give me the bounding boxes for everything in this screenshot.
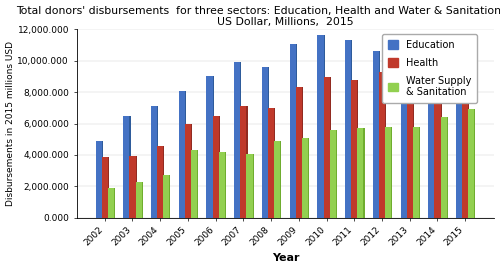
Bar bbox=[130, 156, 136, 218]
Bar bbox=[96, 141, 103, 218]
Bar bbox=[179, 91, 185, 218]
Bar bbox=[470, 109, 476, 218]
Bar bbox=[186, 124, 192, 218]
Bar bbox=[296, 87, 302, 218]
Bar bbox=[302, 138, 308, 218]
Bar bbox=[464, 34, 469, 218]
Bar bbox=[246, 154, 252, 218]
Bar bbox=[240, 106, 246, 218]
Bar bbox=[191, 150, 197, 218]
Bar bbox=[351, 80, 358, 218]
Bar bbox=[151, 106, 157, 218]
Bar bbox=[386, 128, 392, 218]
Bar bbox=[373, 51, 379, 218]
Bar bbox=[158, 146, 164, 218]
Bar bbox=[413, 128, 419, 218]
Bar bbox=[152, 106, 158, 218]
Bar bbox=[274, 141, 280, 218]
Bar bbox=[406, 44, 413, 218]
Bar bbox=[358, 128, 364, 218]
Bar bbox=[248, 154, 254, 218]
Bar bbox=[218, 152, 225, 218]
Bar bbox=[408, 44, 414, 218]
Bar bbox=[180, 91, 186, 218]
Bar bbox=[442, 117, 448, 218]
Bar bbox=[136, 182, 142, 218]
Bar bbox=[262, 67, 268, 218]
Bar bbox=[330, 130, 337, 218]
Bar bbox=[268, 108, 274, 218]
Bar bbox=[297, 87, 303, 218]
Bar bbox=[102, 157, 108, 218]
Bar bbox=[468, 109, 474, 218]
Bar bbox=[346, 40, 352, 218]
Bar bbox=[164, 175, 170, 218]
Title: Total donors' disbursements  for three sectors: Education, Health and Water & Sa: Total donors' disbursements for three se… bbox=[16, 6, 500, 27]
Bar bbox=[400, 51, 406, 218]
Bar bbox=[136, 182, 141, 218]
Bar bbox=[185, 124, 191, 218]
Bar bbox=[291, 44, 297, 218]
Bar bbox=[402, 51, 408, 218]
Bar bbox=[358, 128, 364, 218]
Bar bbox=[163, 175, 170, 218]
Bar bbox=[234, 62, 240, 218]
Bar bbox=[290, 44, 296, 218]
Bar bbox=[379, 72, 385, 218]
Bar bbox=[456, 44, 462, 218]
Y-axis label: Disbursements in 2015 millions USD: Disbursements in 2015 millions USD bbox=[6, 41, 15, 206]
Bar bbox=[212, 116, 218, 218]
Bar bbox=[269, 108, 276, 218]
Bar bbox=[220, 152, 226, 218]
Bar bbox=[109, 188, 115, 218]
Bar bbox=[124, 116, 130, 218]
Bar bbox=[430, 44, 436, 218]
Bar bbox=[414, 128, 420, 218]
Bar bbox=[385, 128, 391, 218]
X-axis label: Year: Year bbox=[272, 253, 299, 263]
Bar bbox=[303, 138, 309, 218]
Bar bbox=[124, 116, 130, 218]
Bar bbox=[242, 106, 248, 218]
Bar bbox=[457, 44, 464, 218]
Bar bbox=[206, 76, 212, 218]
Bar bbox=[324, 77, 330, 218]
Bar bbox=[208, 76, 214, 218]
Bar bbox=[462, 34, 468, 218]
Bar bbox=[157, 146, 163, 218]
Bar bbox=[108, 188, 114, 218]
Bar bbox=[214, 116, 220, 218]
Bar bbox=[374, 51, 380, 218]
Bar bbox=[330, 130, 336, 218]
Bar bbox=[192, 150, 198, 218]
Bar bbox=[428, 44, 434, 218]
Bar bbox=[263, 67, 269, 218]
Bar bbox=[318, 35, 324, 218]
Bar bbox=[96, 141, 102, 218]
Bar bbox=[236, 62, 242, 218]
Bar bbox=[103, 157, 109, 218]
Bar bbox=[318, 35, 324, 218]
Bar bbox=[436, 54, 442, 218]
Bar bbox=[345, 40, 351, 218]
Bar bbox=[434, 54, 440, 218]
Bar bbox=[324, 77, 330, 218]
Legend: Education, Health, Water Supply
& Sanitation: Education, Health, Water Supply & Sanita… bbox=[382, 34, 477, 103]
Bar bbox=[130, 156, 136, 218]
Bar bbox=[352, 80, 358, 218]
Bar bbox=[380, 72, 386, 218]
Bar bbox=[440, 117, 446, 218]
Bar bbox=[276, 141, 281, 218]
